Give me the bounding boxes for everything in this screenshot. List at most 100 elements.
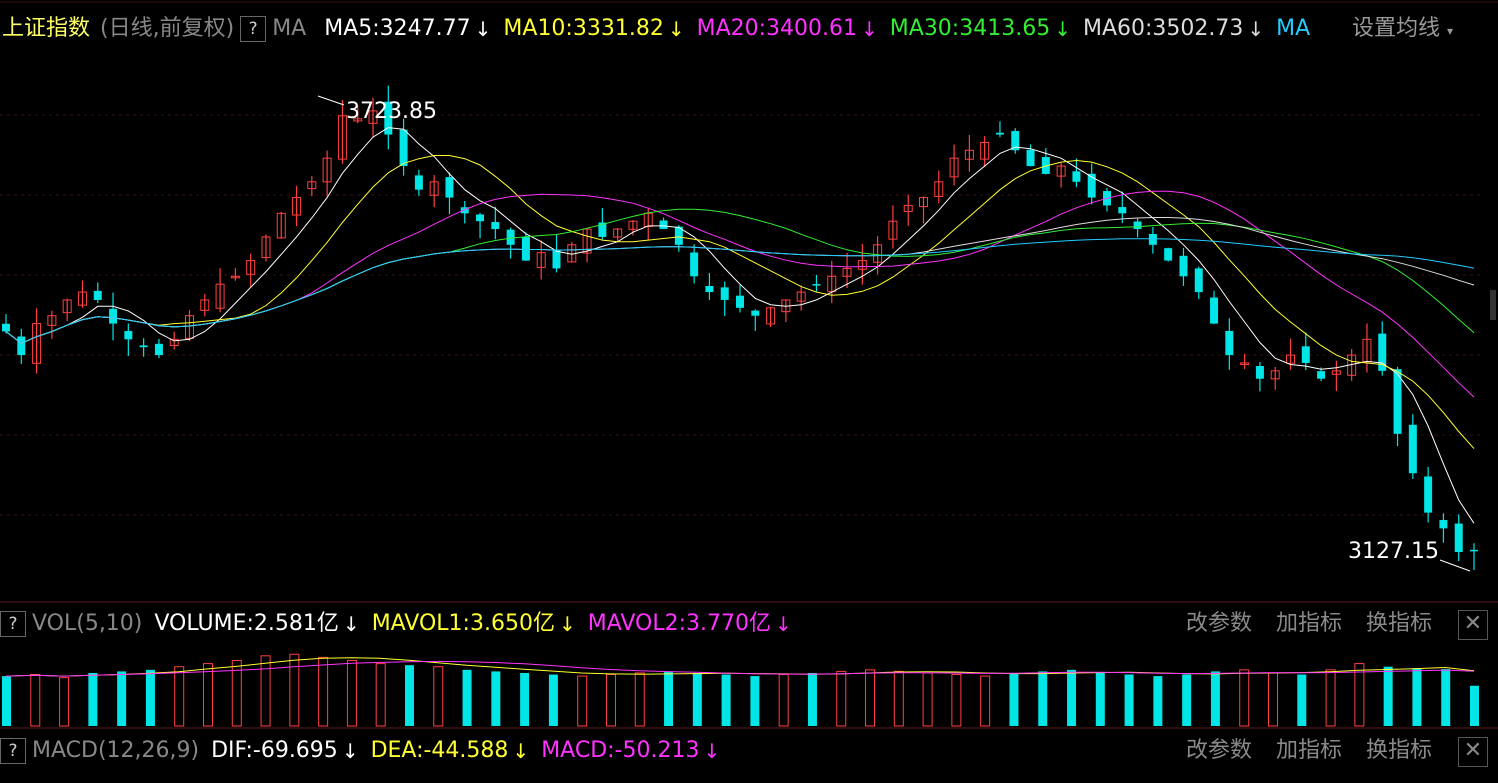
vol-close-icon[interactable]: ✕ xyxy=(1458,610,1488,640)
candle-down xyxy=(995,132,1004,135)
volume-bar-down xyxy=(117,671,127,726)
dea-arrow-icon: ↓ xyxy=(512,739,530,763)
volume-bar-up xyxy=(231,659,242,727)
candle-up xyxy=(980,141,990,160)
candle-up xyxy=(62,299,72,314)
ma30-arrow-icon: ↓ xyxy=(1054,17,1071,41)
candle-down xyxy=(1301,346,1310,363)
volume-bar-down xyxy=(1182,674,1192,726)
volume-bar-down xyxy=(1412,668,1422,726)
candle-up xyxy=(919,197,928,208)
candle-down xyxy=(1041,156,1050,174)
volume-bar-down xyxy=(1153,676,1163,726)
volume-bar-down xyxy=(1470,685,1479,726)
volume-bar-up xyxy=(1239,669,1250,727)
macd-close-icon[interactable]: ✕ xyxy=(1458,737,1488,767)
candle-down xyxy=(491,222,500,230)
candle-up xyxy=(1056,165,1066,177)
volume-bar-down xyxy=(1067,669,1077,726)
candle-down xyxy=(1072,171,1081,182)
vol-switch-indicator-button[interactable]: 换指标 xyxy=(1366,611,1433,636)
candle-down xyxy=(154,343,163,356)
candle-up xyxy=(628,220,638,230)
low-price-label: 3127.15 xyxy=(1348,539,1439,564)
volume-bar-down xyxy=(88,672,98,726)
candle-down xyxy=(1393,369,1402,434)
candle-down xyxy=(690,252,699,277)
candle-up xyxy=(32,323,42,364)
mavol2-line xyxy=(5,660,1475,677)
volume-bar-up xyxy=(30,674,41,727)
macd-switch-indicator-button[interactable]: 换指标 xyxy=(1366,738,1433,763)
candle-down xyxy=(1133,221,1142,230)
candle-down xyxy=(1087,173,1096,198)
macd-change-params-button[interactable]: 改参数 xyxy=(1186,738,1253,763)
dea-value: DEA:-44.588 xyxy=(370,738,509,763)
volume-bar-down xyxy=(750,676,760,726)
volume-bar-down xyxy=(1210,671,1220,726)
ma120-line xyxy=(5,238,1475,344)
candle-up xyxy=(873,244,883,263)
volume-bar-up xyxy=(922,672,933,727)
ma-setting-button[interactable]: 设置均线 ▾ xyxy=(1352,14,1460,46)
mavol2-arrow-icon: ↓ xyxy=(774,612,792,636)
candle-up xyxy=(1240,362,1250,365)
candle-up xyxy=(215,283,225,309)
candle-down xyxy=(598,222,607,237)
candle-up xyxy=(1270,370,1280,380)
macd-label: MACD(12,26,9) xyxy=(32,738,200,763)
ma60-value: MA60:3502.73 xyxy=(1082,16,1244,41)
volume-bar-down xyxy=(1038,671,1048,726)
candle-up xyxy=(246,260,256,275)
candle-up xyxy=(368,110,378,124)
scrollbar-thumb xyxy=(1490,290,1496,320)
candle-up xyxy=(185,315,194,339)
candle-down xyxy=(720,287,729,300)
candle-down xyxy=(552,249,561,269)
macd-help-button[interactable]: ? xyxy=(0,738,26,764)
candle-down xyxy=(1179,255,1188,277)
candle-down xyxy=(1026,149,1035,167)
candle-up xyxy=(429,181,439,196)
candle-down xyxy=(674,226,683,245)
candle-up xyxy=(964,149,974,160)
mavol2-value: MAVOL2:3.770亿 xyxy=(587,611,771,636)
macd-arrow-icon: ↓ xyxy=(703,739,721,763)
candle-up xyxy=(1331,370,1341,375)
candle-down xyxy=(1424,476,1433,513)
low-arrow xyxy=(1439,559,1471,572)
volume-bar-up xyxy=(1325,669,1336,727)
volume-bar-up xyxy=(260,655,271,727)
candle-up xyxy=(1286,354,1295,364)
vol-label: VOL(5,10) xyxy=(32,611,143,636)
candle-up xyxy=(903,204,913,213)
help-button[interactable]: ? xyxy=(240,16,267,42)
index-title: 上证指数 xyxy=(2,16,91,41)
volume-arrow-icon: ↓ xyxy=(342,612,360,636)
candle-down xyxy=(93,290,102,300)
volume-bar-up xyxy=(1268,672,1279,727)
volume-bar-up xyxy=(951,674,962,727)
vol-help-button[interactable]: ? xyxy=(0,611,26,637)
volume-bar-up xyxy=(346,659,357,727)
volume-bar-down xyxy=(2,676,11,726)
candle-up xyxy=(77,291,87,306)
vol-add-indicator-button[interactable]: 加指标 xyxy=(1276,611,1343,636)
candle-up xyxy=(842,267,852,277)
volume-bar-up xyxy=(605,674,616,727)
dif-value: DIF:-69.695 xyxy=(211,738,338,763)
volume-bar-up xyxy=(865,669,876,727)
candle-down xyxy=(414,175,423,190)
candle-up xyxy=(766,307,776,325)
candle-up xyxy=(888,220,898,240)
candle-up xyxy=(934,181,944,197)
candle-down xyxy=(705,285,714,293)
candle-down xyxy=(1011,131,1020,151)
candle-down xyxy=(1210,297,1219,324)
vol-change-params-button[interactable]: 改参数 xyxy=(1186,611,1253,636)
ma10-arrow-icon: ↓ xyxy=(667,17,685,41)
macd-add-indicator-button[interactable]: 加指标 xyxy=(1276,738,1343,763)
ma20-arrow-icon: ↓ xyxy=(861,17,878,41)
macd-value: MACD:-50.213 xyxy=(541,738,700,763)
